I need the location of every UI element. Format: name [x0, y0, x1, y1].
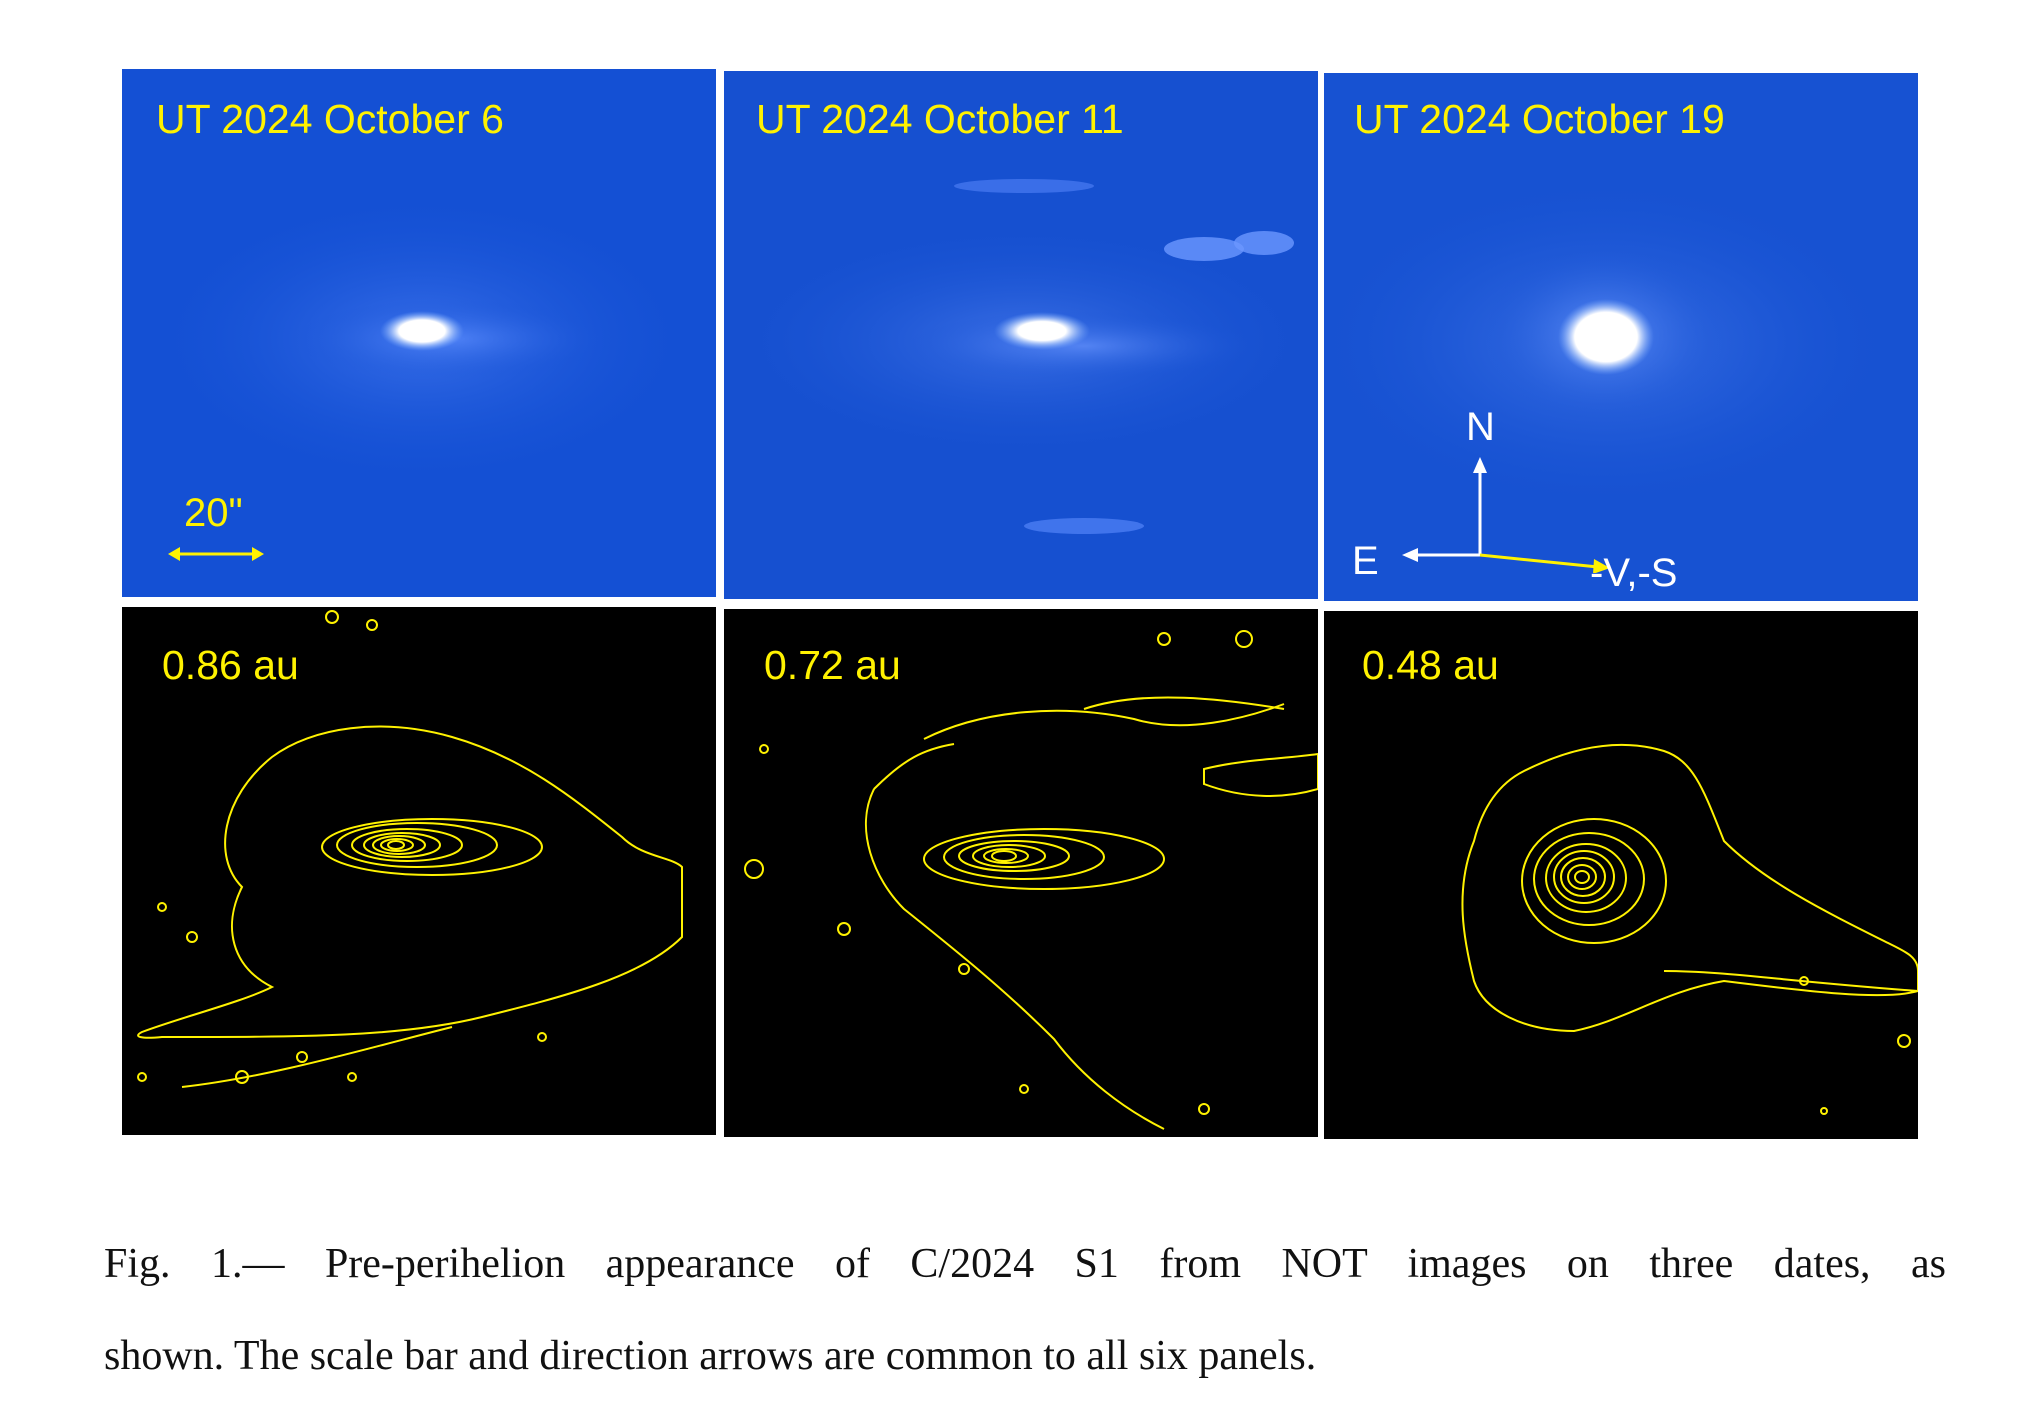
panel-distance-label: 0.86 au	[162, 642, 299, 688]
contour-panel-0.86au: 0.86 au	[122, 607, 716, 1135]
figure-caption: Fig. 1.— Pre-perihelion appearance of C/…	[104, 1218, 1946, 1402]
contour-plot-oct11	[724, 609, 1318, 1137]
comet-image-oct19	[1324, 73, 1918, 601]
caption-line-2: shown. The scale bar and direction arrow…	[104, 1333, 1317, 1379]
panel-date-label: UT 2024 October 19	[1354, 96, 1725, 142]
scale-bar-arrow	[168, 547, 264, 561]
comet-image-oct6	[122, 69, 716, 597]
compass-velocity-sun-label: -V,-S	[1590, 551, 1678, 595]
image-panel-oct6: UT 2024 October 6 20"	[122, 69, 716, 597]
image-panel-oct19: UT 2024 October 19 N E -V,-S	[1324, 73, 1918, 601]
contour-panel-0.72au: 0.72 au	[724, 609, 1318, 1137]
panel-date-label: UT 2024 October 11	[756, 96, 1124, 142]
comet-image-oct11	[724, 71, 1318, 599]
scale-bar-label: 20"	[184, 491, 243, 535]
caption-line-1: Fig. 1.— Pre-perihelion appearance of C/…	[104, 1241, 1946, 1287]
contour-plot-oct19	[1324, 611, 1918, 1139]
image-panel-oct11: UT 2024 October 11	[724, 71, 1318, 599]
panel-distance-label: 0.48 au	[1362, 642, 1499, 688]
compass-east-label: E	[1352, 539, 1379, 583]
contour-plot-oct6	[122, 607, 716, 1135]
contour-panel-0.48au: 0.48 au	[1324, 611, 1918, 1139]
compass-north-label: N	[1466, 405, 1495, 449]
panel-date-label: UT 2024 October 6	[156, 96, 504, 142]
panel-distance-label: 0.72 au	[764, 642, 901, 688]
compass-arrows	[1402, 457, 1610, 573]
